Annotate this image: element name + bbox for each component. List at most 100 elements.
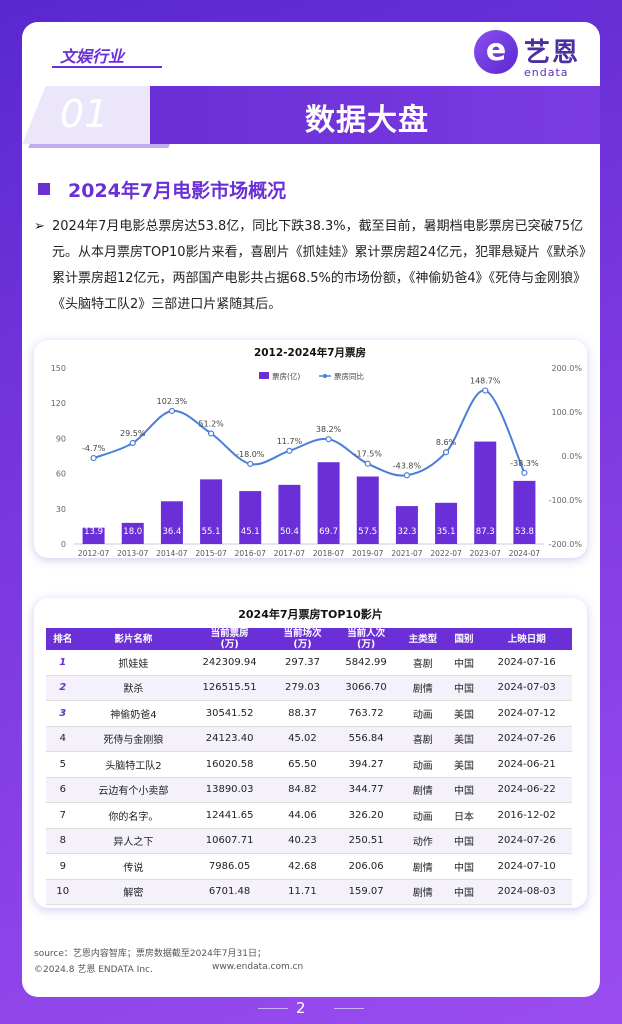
table-cell: 默杀 <box>79 675 188 701</box>
table-cell: 死侍与金刚狼 <box>79 726 188 752</box>
table-row: 8 异人之下 10607.71 40.23 250.51 动作 中国 2024-07-26 <box>46 828 572 854</box>
yoy-point <box>207 430 215 437</box>
table-cell: 1 <box>46 650 80 676</box>
bar-value-label: 87.3 <box>476 527 495 537</box>
table-cell: 头脑特工队2 <box>79 751 188 778</box>
yoy-point <box>403 472 411 479</box>
y-right-tick-label: 0.0% <box>562 452 583 461</box>
table-cell: 美国 <box>446 726 482 752</box>
table-cell: 中国 <box>446 675 482 701</box>
page-number: 2 <box>296 999 306 1017</box>
yoy-value-label: -38.3% <box>510 459 539 468</box>
legend-bar-label: 票房(亿) <box>272 371 300 381</box>
legend-bar-swatch <box>259 372 269 379</box>
copyright: ©2024.8 艺恩 ENDATA Inc. <box>34 965 153 975</box>
section-title: 2024年7月电影市场概况 <box>68 180 287 202</box>
page-number-line-right <box>334 1008 364 1009</box>
y-left-tick-label: 0 <box>61 540 66 549</box>
table-row: 9 传说 7986.05 42.68 206.06 剧情 中国 2024-07-10 <box>46 853 572 880</box>
table-cell: 神偷奶爸4 <box>79 700 188 727</box>
box-office-chart-card: 2012-2024年7月票房 0 30 60 90 120 150 200.0% 100.0% 0… <box>34 340 587 558</box>
table-header-cell: 排名 <box>46 628 80 650</box>
table-cell: 动作 <box>399 828 447 854</box>
y-right-tick-label: -100.0% <box>549 496 583 505</box>
table-cell: 云边有个小卖部 <box>79 777 188 803</box>
table-cell: 异人之下 <box>79 828 188 854</box>
website-link[interactable]: www.endata.com.cn <box>212 962 304 972</box>
table-cell: 日本 <box>446 802 482 829</box>
table-cell: 4 <box>46 726 80 752</box>
table-cell: 7986.05 <box>187 853 272 880</box>
yoy-value-label: -4.7% <box>82 444 106 453</box>
table-cell: 30541.52 <box>187 700 272 727</box>
table-cell: 3066.70 <box>333 675 400 701</box>
yoy-value-label: -43.8% <box>393 461 422 470</box>
logo-chinese-name: 艺恩 <box>524 38 581 68</box>
bar <box>317 462 340 544</box>
table-cell: 中国 <box>446 650 482 676</box>
legend-line-label: 票房同比 <box>334 371 364 381</box>
table-cell: 65.50 <box>271 751 334 778</box>
table-cell: 5 <box>46 751 80 778</box>
yoy-point <box>364 460 371 467</box>
table-cell: 2024-07-26 <box>481 828 572 854</box>
table-cell: 16020.58 <box>187 751 272 778</box>
table-cell: 中国 <box>446 879 482 905</box>
bar <box>121 522 144 544</box>
table-row: 5 头脑特工队2 16020.58 65.50 394.27 动画 美国 2024-06-21 <box>46 751 572 778</box>
table-title: 2024年7月票房TOP10影片 <box>238 608 383 621</box>
table-cell: 5842.99 <box>333 650 400 676</box>
x-tick-label: 2013-07 <box>117 549 149 558</box>
table-cell: 剧情 <box>399 853 447 880</box>
table-row: 1 抓娃娃 242309.94 297.37 5842.99 喜剧 中国 2024-07-16 <box>46 650 572 676</box>
bar <box>278 484 301 544</box>
table-cell: 6701.48 <box>187 879 272 905</box>
bar-value-label: 57.5 <box>358 527 377 537</box>
table-cell: 10 <box>46 879 80 905</box>
table-cell: 10607.71 <box>187 828 272 854</box>
bar-value-label: 45.1 <box>241 527 260 537</box>
table-cell: 394.27 <box>333 751 400 778</box>
table-row: 6 云边有个小卖部 13890.03 84.82 344.77 剧情 中国 2024-06-2… <box>46 777 572 803</box>
bar-value-label: 36.4 <box>162 527 181 537</box>
table-cell: 11.71 <box>271 879 334 905</box>
bar-value-label: 53.8 <box>515 527 534 537</box>
section-number: 01 <box>60 92 109 136</box>
y-left-tick-label: 150 <box>51 364 66 373</box>
chart-title: 2012-2024年7月票房 <box>254 346 366 359</box>
table-cell: 2024-06-21 <box>481 751 572 778</box>
bar <box>474 441 497 544</box>
table-cell: 你的名字。 <box>79 802 188 829</box>
endata-logo: e 艺恩 endata <box>474 30 594 90</box>
x-tick-label: 2014-07 <box>156 549 188 558</box>
table-cell: 中国 <box>446 828 482 854</box>
table-cell: 8 <box>46 828 80 854</box>
yoy-value-label: 51.2% <box>198 419 224 428</box>
box-office-chart: 2012-2024年7月票房 0 30 60 90 120 150 200.0% 100.0% 0… <box>51 346 583 558</box>
category-label: 文娱行业 <box>60 47 125 66</box>
x-tick-label: 2024-07 <box>509 549 541 558</box>
arrow-bullet-icon: ➢ <box>34 219 45 234</box>
table-row: 4 死侍与金刚狼 24123.40 45.02 556.84 喜剧 美国 2024-07-26 <box>46 726 572 752</box>
table-cell: 剧情 <box>399 879 447 905</box>
table-cell: 中国 <box>446 853 482 880</box>
table-cell: 250.51 <box>333 828 400 854</box>
bar-value-label: 69.7 <box>319 527 338 537</box>
y-right-tick-label: 200.0% <box>551 364 582 373</box>
bar <box>435 502 458 544</box>
table-header-row: 排名 影片名称 当前票房 (万) 当前场次 (万) 当前人次 (万) 主类型 国别 上映日期 <box>46 628 572 650</box>
source-note: source：艺恩内容智库；票房数据截至2024年7月31日； <box>34 949 266 959</box>
title-band <box>150 86 600 144</box>
table-cell: 2 <box>46 675 80 701</box>
table-cell: 326.20 <box>333 802 400 829</box>
x-tick-label: 2015-07 <box>195 549 227 558</box>
table-row: 7 你的名字。 12441.65 44.06 326.20 动画 日本 2016-12-02 <box>46 802 572 829</box>
bar-value-label: 55.1 <box>202 527 221 537</box>
bar-value-label: 35.1 <box>437 527 456 537</box>
table-cell: 12441.65 <box>187 802 272 829</box>
yoy-value-label: 38.2% <box>316 425 342 434</box>
yoy-point <box>168 407 176 415</box>
y-right-tick-label: 100.0% <box>551 408 582 417</box>
yoy-point <box>442 449 450 456</box>
table-cell: 2024-07-12 <box>481 700 572 727</box>
